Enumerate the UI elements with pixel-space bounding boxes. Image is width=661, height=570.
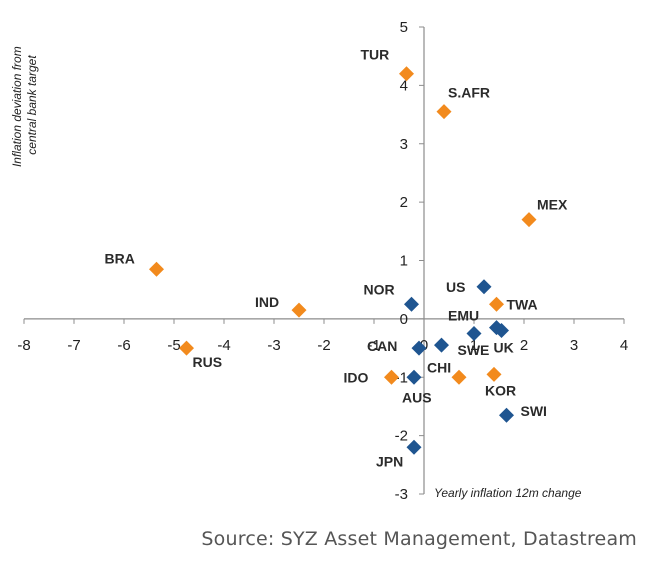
point-label: IND	[255, 294, 279, 310]
x-tick-label: 2	[520, 337, 528, 354]
y-axis-title-line1: Inflation deviation from	[10, 46, 24, 167]
y-tick-label: 5	[400, 19, 408, 36]
point-label: BRA	[105, 250, 135, 266]
x-axis-title: Yearly inflation 12m change	[434, 486, 582, 500]
scatter-point-emu	[466, 325, 482, 341]
y-tick-label: 1	[400, 253, 408, 270]
scatter-point-swe	[434, 337, 449, 353]
point-label: US	[446, 279, 465, 295]
point-label: TWA	[507, 296, 538, 312]
y-tick-label: 0	[400, 311, 408, 328]
x-tick-label: 1	[470, 337, 478, 354]
point-label: NOR	[364, 281, 395, 297]
point-label: S.AFR	[448, 85, 490, 101]
point-label: JPN	[376, 453, 403, 469]
point-label: KOR	[485, 382, 516, 398]
scatter-point-swi	[499, 407, 514, 423]
x-tick-label: -2	[317, 337, 330, 354]
point-label: SWI	[521, 403, 547, 419]
point-labels: TUR S.AFR MEX BRA IND RUS TWA IDO CHI KOR US NOR EMU…	[105, 47, 569, 470]
scatter-point-us	[476, 279, 492, 295]
point-label: RUS	[193, 354, 223, 370]
scatter-point-aus	[406, 369, 422, 385]
x-tick-label: -4	[217, 337, 230, 354]
data-points	[149, 66, 537, 455]
x-tick-label: -3	[267, 337, 280, 354]
scatter-chart: -8 -7 -6 -5 -4 -3 -2 -1 0 1 2 3 4 -3 -2 -1 0 1 2 3 4 5 TUR S.A…	[10, 19, 628, 503]
scatter-point-ind	[291, 302, 307, 318]
point-label: EMU	[448, 307, 479, 323]
scatter-point-can	[411, 340, 427, 356]
scatter-point-rus	[179, 340, 194, 356]
scatter-point-jpn	[406, 439, 422, 455]
scatter-point-bra	[149, 261, 164, 277]
scatter-point-twa	[489, 296, 504, 312]
scatter-point-kor	[486, 366, 502, 382]
tick-labels: -8 -7 -6 -5 -4 -3 -2 -1 0 1 2 3 4 -3 -2 -1 0 1 2 3 4 5	[17, 19, 628, 503]
point-label: UK	[494, 340, 514, 356]
x-tick-label: 4	[620, 337, 628, 354]
source-note: Source: SYZ Asset Management, Datastream	[201, 528, 637, 550]
point-label: TUR	[361, 47, 390, 63]
y-tick-label: -1	[395, 369, 408, 386]
x-tick-label: 3	[570, 337, 578, 354]
y-axis-title-line2: central bank target	[25, 55, 39, 155]
point-label: AUS	[402, 389, 432, 405]
x-tick-label: -7	[67, 337, 80, 354]
scatter-point-safr	[436, 104, 452, 120]
scatter-point-tur	[399, 66, 414, 82]
x-tick-label: -1	[367, 337, 380, 354]
scatter-point-ido	[384, 369, 399, 385]
y-tick-label: -2	[395, 428, 408, 445]
y-tick-label: -3	[395, 486, 408, 503]
x-tick-label: 0	[420, 337, 428, 354]
point-label: SWE	[458, 342, 490, 358]
scatter-point-mex	[521, 212, 537, 228]
y-tick-label: 3	[400, 136, 408, 153]
x-tick-label: -8	[17, 337, 30, 354]
x-tick-label: -6	[117, 337, 130, 354]
axes-layer	[23, 26, 625, 495]
x-tick-label: -5	[167, 337, 180, 354]
point-label: CHI	[427, 359, 451, 375]
y-axis-title: Inflation deviation from central bank ta…	[10, 43, 39, 167]
y-tick-label: 2	[400, 194, 408, 211]
scatter-point-unlabeled	[489, 320, 504, 336]
scatter-point-chi	[451, 369, 467, 385]
scatter-point-nor	[404, 296, 419, 312]
point-label: CAN	[367, 338, 397, 354]
point-label: IDO	[344, 369, 369, 385]
point-label: MEX	[537, 197, 568, 213]
y-tick-label: 4	[400, 77, 408, 94]
